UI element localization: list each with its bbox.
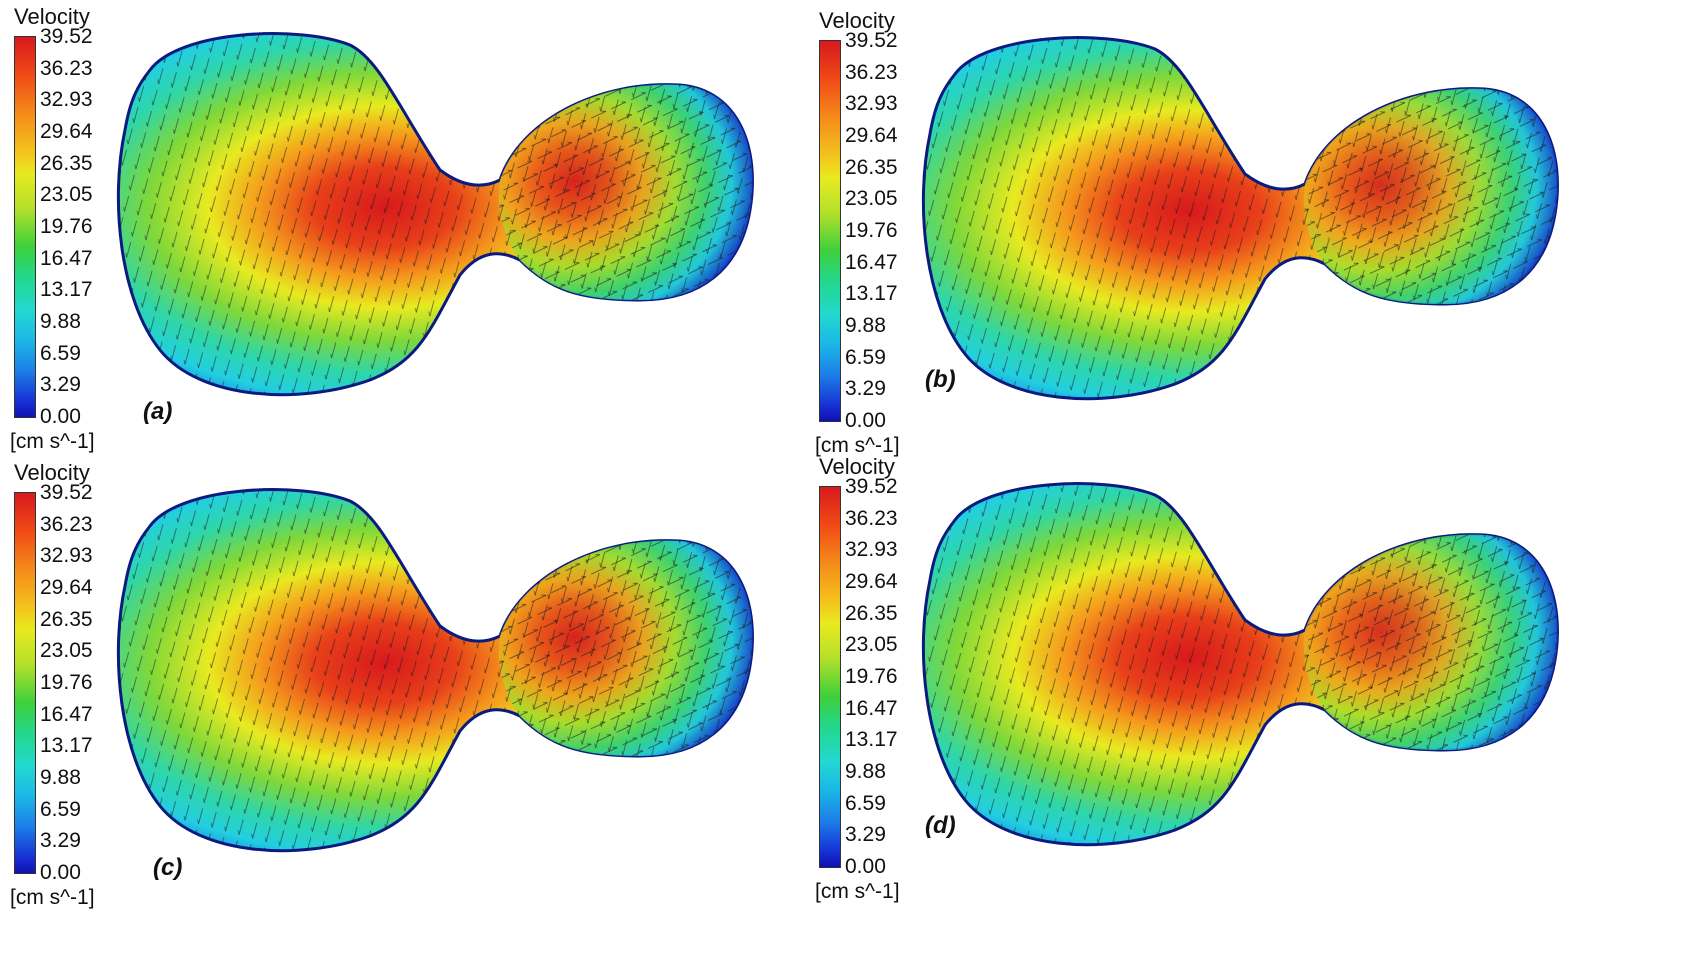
panel-b: Velocity 39.52 36.23 32.93 29.64 26.35 23.05 1… xyxy=(805,4,1652,483)
legend-unit: [cm s^-1] xyxy=(10,430,95,453)
flow-domain xyxy=(116,32,754,397)
colorbar-tick-label: 6.59 xyxy=(845,345,886,369)
colorbar-tick-label: 23.05 xyxy=(40,183,93,207)
colorbar xyxy=(819,40,841,422)
colorbar-tick-label: 13.17 xyxy=(845,282,898,306)
velocity-contour-plot xyxy=(116,32,754,397)
colorbar-tick-label: 32.93 xyxy=(845,92,898,116)
colorbar-tick-label: 36.23 xyxy=(845,506,898,530)
colorbar-tick-label: 3.29 xyxy=(845,823,886,847)
colorbar-tick-label: 9.88 xyxy=(40,766,81,789)
colorbar-tick-label: 39.52 xyxy=(845,475,898,498)
colorbar-tick-label: 23.05 xyxy=(845,187,898,211)
colorbar-tick-label: 16.47 xyxy=(845,696,898,720)
colorbar-tick-label: 9.88 xyxy=(845,760,886,783)
colorbar-tick-label: 32.93 xyxy=(845,538,898,562)
colorbar-tick-label: 23.05 xyxy=(845,633,898,657)
colorbar-tick-label: 19.76 xyxy=(845,665,898,688)
colorbar-tick-label: 3.29 xyxy=(40,373,81,397)
velocity-contour-plot xyxy=(116,488,754,853)
colorbar-tick-label: 6.59 xyxy=(40,797,81,821)
colorbar-tick-label: 16.47 xyxy=(40,246,93,270)
colorbar-tick-label: 36.23 xyxy=(845,60,898,84)
colorbar-tick-label: 19.76 xyxy=(40,671,93,694)
panel-label: (b) xyxy=(925,366,956,393)
colorbar-tick-label: 3.29 xyxy=(40,829,81,853)
colorbar-tick-label: 29.64 xyxy=(40,120,93,143)
colorbar-tick-label: 19.76 xyxy=(40,215,93,238)
velocity-contour-plot xyxy=(921,482,1559,847)
colorbar-tick-label: 39.52 xyxy=(40,25,93,48)
legend-title: Velocity xyxy=(819,8,895,33)
legend-title: Velocity xyxy=(14,460,90,485)
colorbar-tick-label: 32.93 xyxy=(40,544,93,568)
colorbar-tick-label: 6.59 xyxy=(845,791,886,815)
legend-unit: [cm s^-1] xyxy=(10,886,95,909)
legend-unit: [cm s^-1] xyxy=(815,434,900,457)
flow-domain xyxy=(921,36,1559,401)
colorbar-tick-label: 6.59 xyxy=(40,341,81,365)
colorbar-tick-label: 23.05 xyxy=(40,639,93,663)
colorbar-tick-label: 32.93 xyxy=(40,88,93,112)
colorbar-tick-label: 9.88 xyxy=(845,314,886,337)
colorbar-tick-label: 16.47 xyxy=(845,250,898,274)
colorbar-tick-label: 26.35 xyxy=(40,607,93,631)
colorbar-tick-label: 29.64 xyxy=(40,576,93,599)
flow-domain xyxy=(116,488,754,853)
colorbar-tick-label: 3.29 xyxy=(845,377,886,401)
colorbar-tick-label: 0.00 xyxy=(40,405,81,428)
colorbar-tick-label: 39.52 xyxy=(845,29,898,52)
colorbar-tick-label: 0.00 xyxy=(40,861,81,884)
colorbar xyxy=(14,492,36,874)
colorbar xyxy=(14,36,36,418)
velocity-contour-plot xyxy=(921,36,1559,401)
panel-label: (d) xyxy=(925,812,956,839)
flow-domain xyxy=(921,482,1559,847)
legend-unit: [cm s^-1] xyxy=(815,880,900,903)
colorbar-tick-label: 0.00 xyxy=(845,409,886,432)
colorbar-tick-label: 13.17 xyxy=(845,728,898,752)
colorbar-tick-label: 29.64 xyxy=(845,570,898,593)
legend-title: Velocity xyxy=(819,454,895,479)
colorbar-tick-label: 26.35 xyxy=(40,151,93,175)
colorbar-tick-label: 26.35 xyxy=(845,155,898,179)
colorbar-tick-label: 26.35 xyxy=(845,601,898,625)
colorbar-tick-label: 9.88 xyxy=(40,310,81,333)
colorbar-tick-label: 0.00 xyxy=(845,855,886,878)
panel-a: Velocity 39.52 36.23 32.93 29.64 26.35 23.05 1… xyxy=(0,0,847,479)
colorbar-tick-label: 16.47 xyxy=(40,702,93,726)
panel-label: (c) xyxy=(153,854,183,881)
colorbar xyxy=(819,486,841,868)
panel-label: (a) xyxy=(143,398,173,425)
colorbar-tick-label: 29.64 xyxy=(845,124,898,147)
panel-d: Velocity 39.52 36.23 32.93 29.64 26.35 23.05 1… xyxy=(805,450,1652,929)
colorbar-tick-label: 36.23 xyxy=(40,56,93,80)
panel-c: Velocity 39.52 36.23 32.93 29.64 26.35 23.05 1… xyxy=(0,456,847,935)
colorbar-tick-label: 19.76 xyxy=(845,219,898,242)
colorbar-tick-label: 13.17 xyxy=(40,734,93,758)
legend-title: Velocity xyxy=(14,4,90,29)
colorbar-tick-label: 36.23 xyxy=(40,512,93,536)
colorbar-tick-label: 13.17 xyxy=(40,278,93,302)
colorbar-tick-label: 39.52 xyxy=(40,481,93,504)
